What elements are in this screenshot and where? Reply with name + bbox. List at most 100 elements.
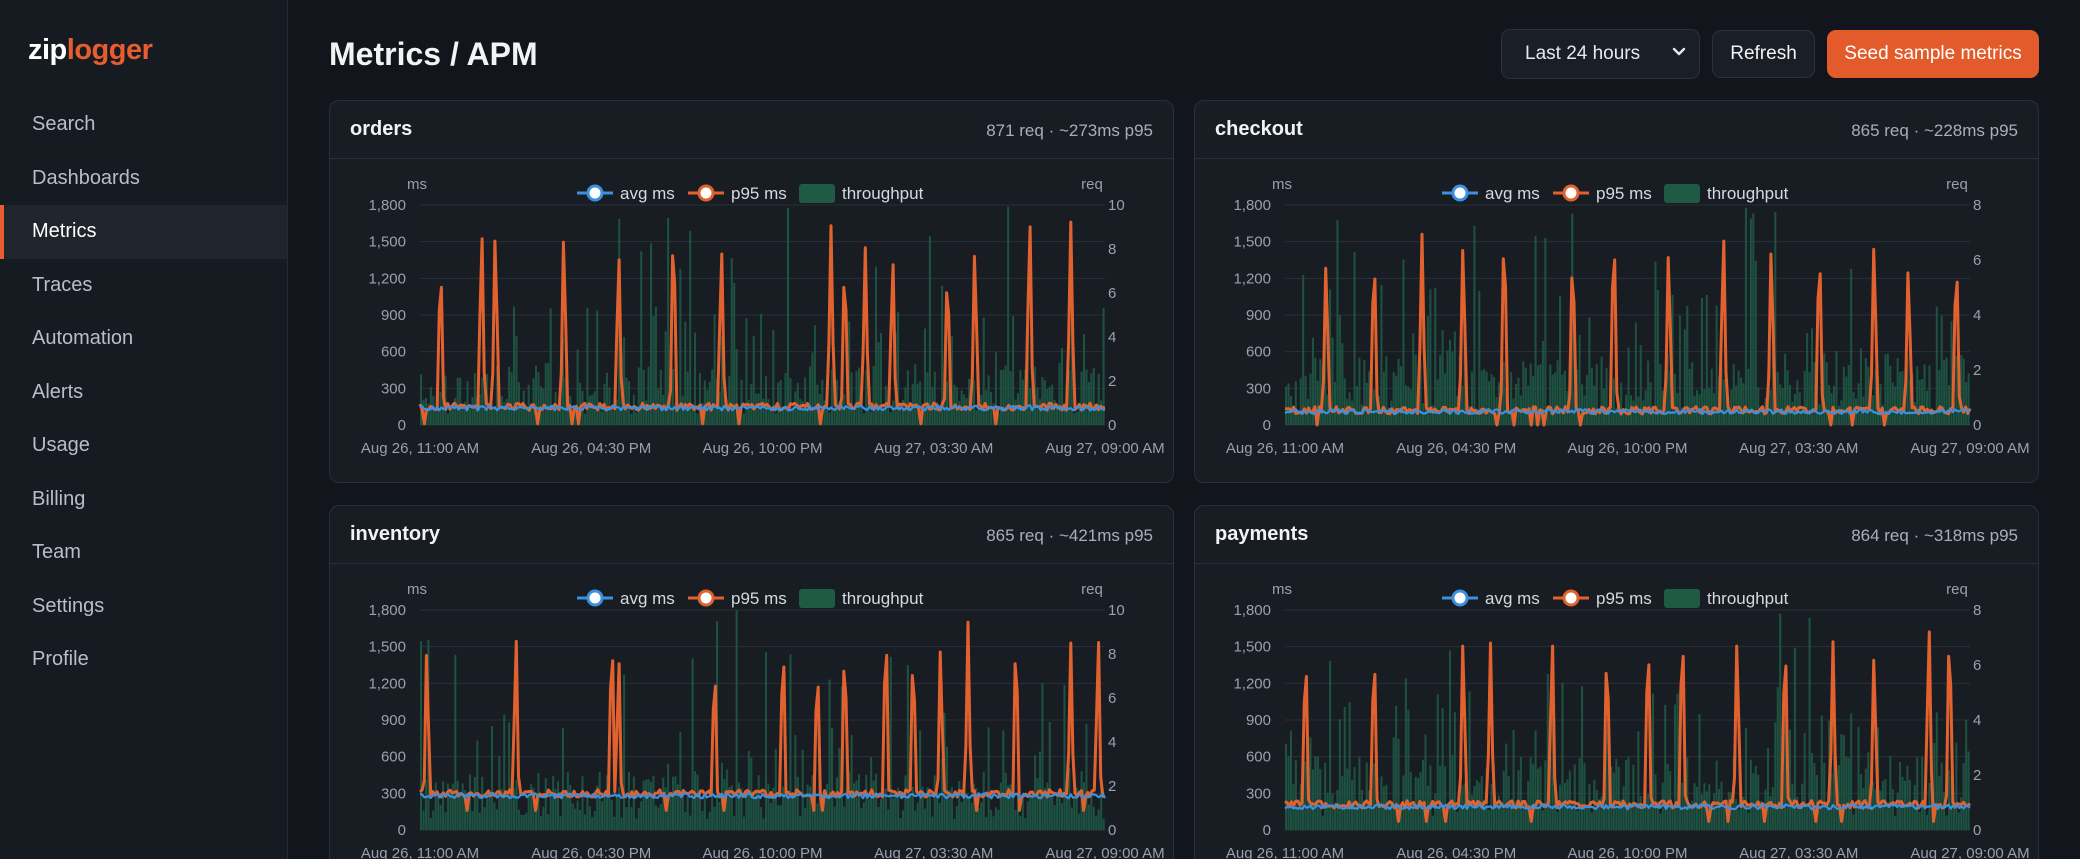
throughput-bar bbox=[965, 397, 968, 425]
throughput-bar bbox=[801, 401, 804, 425]
throughput-bar bbox=[588, 806, 591, 830]
throughput-bar bbox=[1348, 702, 1351, 830]
throughput-bar bbox=[882, 406, 885, 425]
sidebar-item-usage[interactable]: Usage bbox=[32, 434, 90, 457]
throughput-bar bbox=[1828, 384, 1831, 425]
throughput-bar bbox=[1056, 403, 1059, 425]
throughput-bar bbox=[532, 787, 535, 830]
throughput-bar bbox=[1397, 738, 1400, 830]
throughput-bar bbox=[1590, 368, 1593, 425]
throughput-bar bbox=[1458, 797, 1461, 830]
seed-sample-metrics-button[interactable]: Seed sample metrics bbox=[1827, 30, 2039, 78]
throughput-bar bbox=[933, 775, 936, 830]
sidebar-item-team[interactable]: Team bbox=[32, 541, 81, 564]
sidebar-item-alerts[interactable]: Alerts bbox=[32, 380, 84, 403]
throughput-bar bbox=[708, 811, 711, 830]
throughput-bar bbox=[963, 782, 966, 830]
throughput-bar bbox=[1686, 305, 1689, 425]
throughput-bar bbox=[1735, 385, 1738, 425]
throughput-bar bbox=[943, 383, 946, 425]
throughput-bar bbox=[1338, 719, 1341, 830]
throughput-bar bbox=[495, 366, 498, 425]
throughput-bar bbox=[1671, 806, 1674, 830]
throughput-bar bbox=[703, 793, 706, 830]
throughput-bar bbox=[1730, 389, 1733, 425]
throughput-bar bbox=[1947, 385, 1951, 425]
throughput-bar bbox=[838, 747, 841, 830]
throughput-bar bbox=[1911, 804, 1914, 830]
throughput-bar bbox=[583, 814, 586, 830]
throughput-bar bbox=[1867, 752, 1870, 830]
sidebar-item-settings[interactable]: Settings bbox=[32, 594, 105, 617]
throughput-bar bbox=[581, 776, 584, 830]
legend-avg-label: avg ms bbox=[1485, 589, 1540, 608]
throughput-bar bbox=[598, 409, 601, 425]
throughput-bar bbox=[591, 817, 594, 830]
throughput-bar bbox=[1409, 389, 1412, 425]
throughput-bar bbox=[835, 777, 838, 830]
throughput-bar bbox=[1480, 776, 1483, 830]
throughput-bar bbox=[446, 783, 449, 830]
throughput-bar bbox=[747, 399, 750, 425]
throughput-bar bbox=[1632, 764, 1635, 830]
app-logo[interactable]: ziplogger bbox=[28, 34, 153, 67]
sidebar-item-dashboards[interactable]: Dashboards bbox=[32, 166, 140, 189]
throughput-bar bbox=[1561, 374, 1564, 425]
sidebar-item-traces[interactable]: Traces bbox=[32, 273, 93, 296]
sidebar-item-metrics[interactable]: Metrics bbox=[0, 205, 287, 259]
y-left-tick-label: 900 bbox=[1246, 307, 1271, 324]
throughput-bar bbox=[1634, 805, 1637, 830]
throughput-bar bbox=[1038, 399, 1042, 425]
throughput-bar bbox=[1955, 742, 1958, 830]
legend-avg-label: avg ms bbox=[1485, 184, 1540, 203]
throughput-bar bbox=[527, 384, 530, 425]
throughput-bar bbox=[772, 329, 775, 425]
time-range-select[interactable]: Last 24 hours bbox=[1501, 29, 1700, 79]
throughput-bar bbox=[999, 369, 1002, 425]
throughput-bar bbox=[454, 397, 457, 425]
legend-throughput-label: throughput bbox=[842, 589, 924, 608]
throughput-bar bbox=[539, 816, 542, 830]
throughput-bar bbox=[520, 408, 523, 425]
throughput-bar bbox=[1395, 705, 1398, 830]
throughput-bar bbox=[1771, 352, 1774, 425]
throughput-bar bbox=[1559, 296, 1562, 425]
throughput-bar bbox=[544, 363, 547, 425]
throughput-bar bbox=[1485, 371, 1488, 425]
throughput-bar bbox=[1409, 772, 1412, 830]
throughput-bar bbox=[1847, 365, 1850, 425]
refresh-button[interactable]: Refresh bbox=[1712, 30, 1815, 78]
throughput-bar bbox=[1781, 388, 1784, 425]
throughput-bar bbox=[549, 308, 552, 425]
sidebar-item-profile[interactable]: Profile bbox=[32, 648, 89, 671]
throughput-bar bbox=[1835, 790, 1838, 830]
x-tick-label: Aug 26, 11:00 AM bbox=[1226, 440, 1344, 457]
throughput-bar bbox=[728, 786, 731, 830]
sidebar-item-automation[interactable]: Automation bbox=[32, 327, 134, 350]
throughput-bar bbox=[1605, 367, 1608, 425]
throughput-bar bbox=[1473, 225, 1476, 425]
throughput-bar bbox=[889, 412, 892, 425]
throughput-bar bbox=[786, 207, 790, 425]
throughput-bar bbox=[1810, 753, 1814, 830]
throughput-bar bbox=[1468, 406, 1471, 425]
throughput-bar bbox=[1786, 786, 1789, 830]
sidebar-item-billing[interactable]: Billing bbox=[32, 487, 86, 510]
throughput-bar bbox=[1549, 757, 1552, 830]
throughput-bar bbox=[1605, 729, 1608, 830]
y-right-tick-label: 2 bbox=[1108, 778, 1116, 795]
throughput-bar bbox=[804, 807, 807, 830]
throughput-bar bbox=[561, 727, 564, 830]
y-left-tick-label: 1,200 bbox=[368, 675, 406, 692]
throughput-bar bbox=[1390, 804, 1393, 830]
throughput-bar bbox=[623, 336, 626, 425]
x-tick-label: Aug 26, 04:30 PM bbox=[1396, 440, 1516, 457]
throughput-bar bbox=[835, 379, 838, 425]
throughput-bar bbox=[1333, 802, 1337, 830]
throughput-bar bbox=[483, 807, 486, 830]
throughput-bar bbox=[1514, 800, 1518, 830]
sidebar-item-search[interactable]: Search bbox=[32, 113, 96, 136]
throughput-bar bbox=[1527, 780, 1530, 830]
throughput-bar bbox=[1382, 786, 1385, 830]
throughput-bar bbox=[1426, 316, 1429, 425]
